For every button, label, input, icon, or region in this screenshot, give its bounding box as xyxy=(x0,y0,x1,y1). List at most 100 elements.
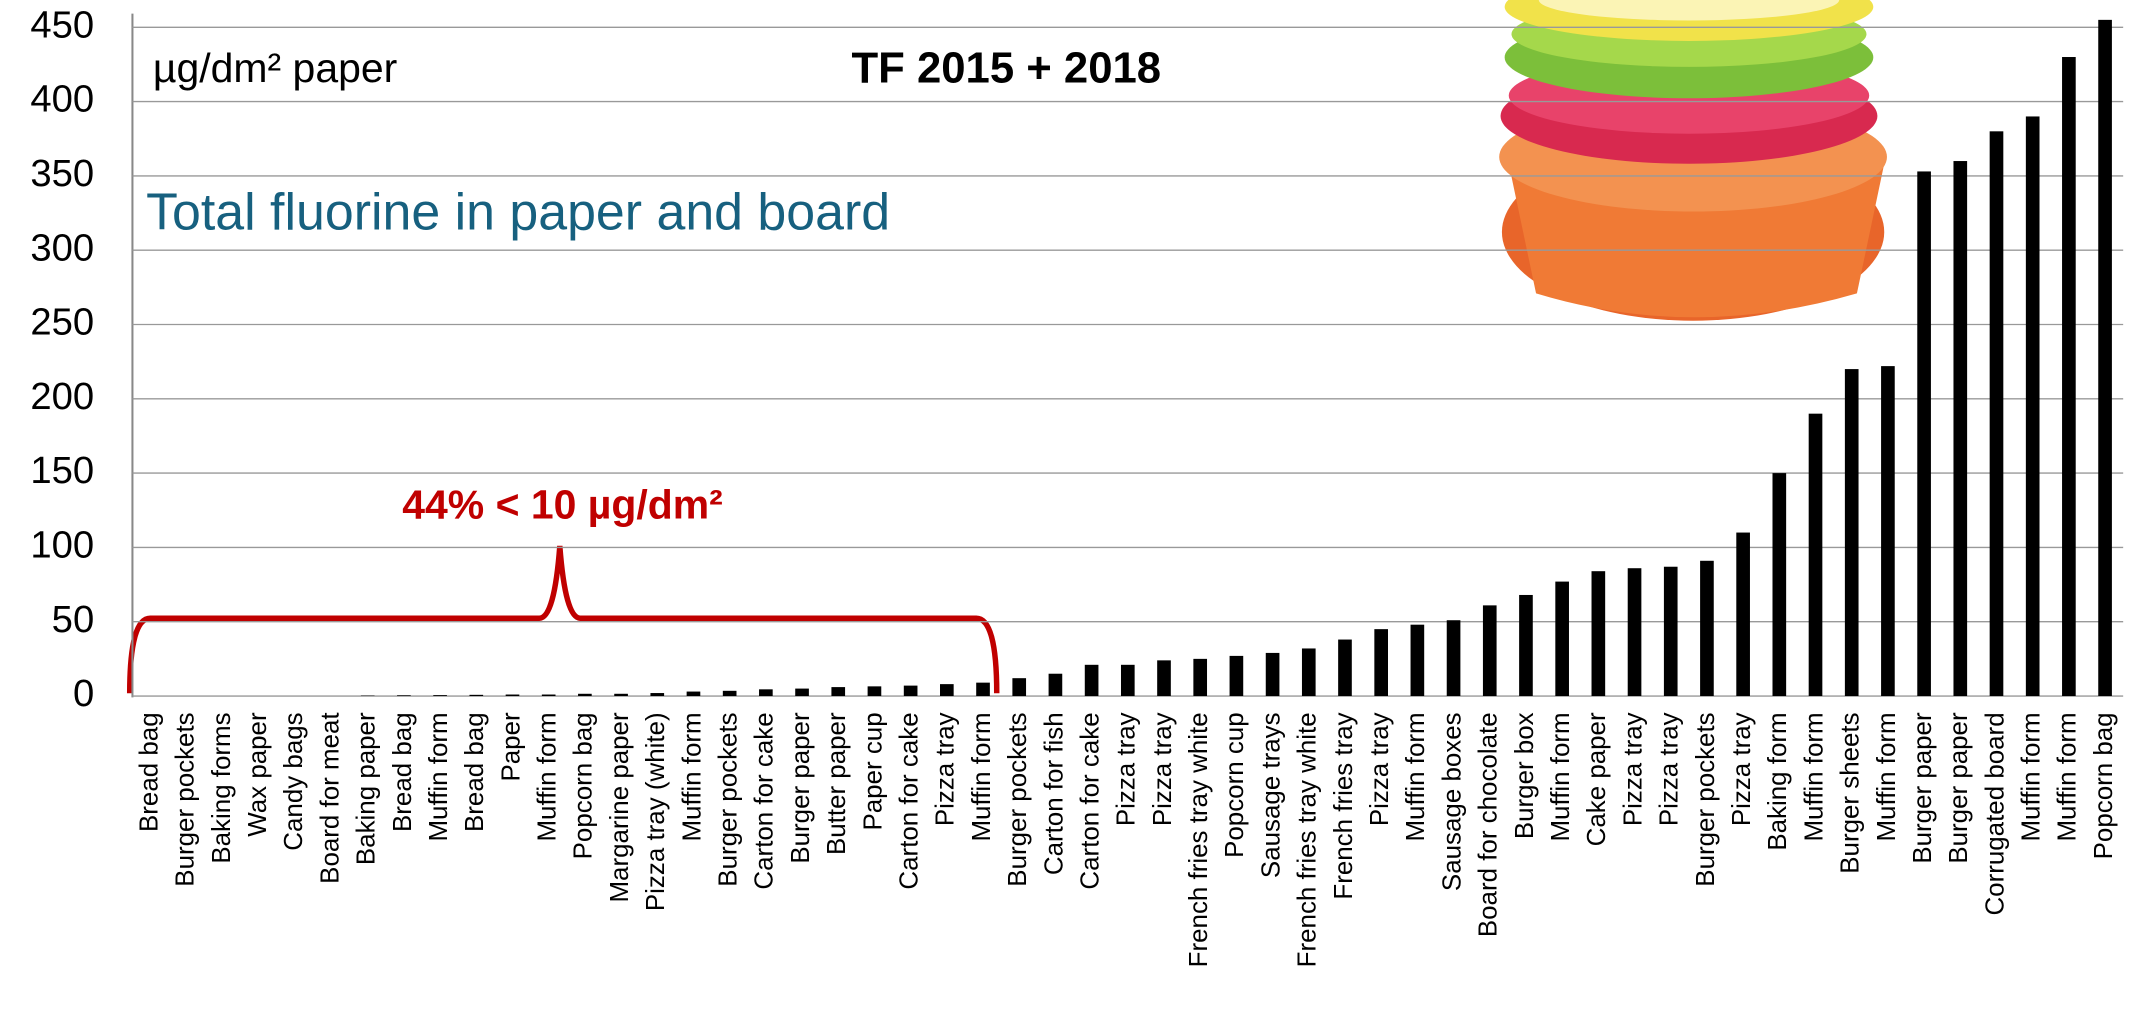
bar xyxy=(469,694,484,697)
x-tick-label: Board for chocolate xyxy=(1475,712,1503,937)
bar xyxy=(867,686,882,697)
x-tick-label: Candy bags xyxy=(280,712,308,850)
bar xyxy=(1844,369,1859,697)
x-tick-label: Corrugated board xyxy=(1981,712,2009,915)
bar xyxy=(1157,660,1171,697)
bar xyxy=(1519,594,1533,697)
x-tick-label: Muffin form xyxy=(1873,712,1901,841)
bar xyxy=(2098,19,2112,697)
x-tick-label: Pizza tray xyxy=(1656,712,1684,826)
x-tick-label: Bread bag xyxy=(461,712,489,832)
y-tick-label: 100 xyxy=(30,524,94,567)
x-tick-label: Muffin form xyxy=(968,712,996,841)
y-tick-label: 250 xyxy=(30,301,94,344)
x-tick-label: Margarine paper xyxy=(606,712,634,903)
chart-title: TF 2015 + 2018 xyxy=(851,44,1161,93)
x-tick-label: French fries tray xyxy=(1330,712,1358,899)
x-tick-label: Pizza tray xyxy=(1728,712,1756,826)
y-tick-label: 200 xyxy=(30,375,94,418)
x-tick-label: Burger paper xyxy=(1945,712,1973,864)
bar xyxy=(831,687,846,697)
bar xyxy=(1917,171,1931,697)
y-tick-label: 150 xyxy=(30,449,94,492)
bar xyxy=(1084,664,1099,697)
x-tick-label: Pizza tray xyxy=(1149,712,1177,826)
bar xyxy=(650,693,665,697)
x-tick-label: Muffin form xyxy=(1402,712,1430,841)
bar xyxy=(505,694,520,697)
brace xyxy=(126,545,1000,694)
bar xyxy=(1808,413,1823,697)
x-tick-label: Popcorn cup xyxy=(1221,712,1249,858)
bar xyxy=(1193,658,1208,697)
bar xyxy=(1482,605,1497,697)
x-tick-label: Paper cup xyxy=(859,712,887,830)
bar xyxy=(1627,568,1642,697)
x-tick-label: Cake paper xyxy=(1583,712,1611,846)
x-tick-label: Butter paper xyxy=(823,712,851,855)
bar xyxy=(578,693,592,697)
x-tick-label: Paper xyxy=(497,712,525,782)
bar xyxy=(2025,116,2040,697)
bar xyxy=(1700,560,1714,697)
bar xyxy=(1265,652,1280,697)
bar xyxy=(1048,673,1063,697)
bar xyxy=(1772,473,1787,697)
y-tick-label: 0 xyxy=(73,672,94,715)
bar xyxy=(1120,664,1135,697)
y-tick-label: 400 xyxy=(30,78,94,121)
x-tick-label: Muffin form xyxy=(1547,712,1575,841)
bar xyxy=(759,689,773,697)
bar xyxy=(686,691,701,697)
x-tick-label: Muffin form xyxy=(534,712,562,841)
bar xyxy=(1410,624,1425,697)
bar xyxy=(1591,571,1606,697)
bar xyxy=(1736,532,1750,697)
y-tick-label: 450 xyxy=(30,3,94,46)
x-tick-label: French fries tray white xyxy=(1185,712,1213,967)
x-tick-label: Baking forms xyxy=(208,712,236,863)
x-tick-label: Muffin form xyxy=(425,712,453,841)
y-tick-label: 300 xyxy=(30,226,94,269)
x-tick-label: French fries tray white xyxy=(1294,712,1322,967)
x-tick-label: Pizza tray xyxy=(1366,712,1394,826)
bar xyxy=(1301,648,1316,697)
x-tick-label: Burger paper xyxy=(787,712,815,864)
x-tick-label: Burger sheets xyxy=(1837,712,1865,873)
bar xyxy=(795,688,809,697)
bar xyxy=(1446,620,1461,697)
x-tick-label: Sausage boxes xyxy=(1438,712,1466,891)
x-tick-label: Muffin form xyxy=(1800,712,1828,841)
bar xyxy=(940,684,954,697)
x-tick-label: Burger pockets xyxy=(172,712,200,886)
x-tick-label: Burger box xyxy=(1511,712,1539,839)
x-tick-label: Pizza tray (white) xyxy=(642,712,670,911)
x-tick-label: Wax paper xyxy=(244,712,272,837)
bar xyxy=(2062,57,2076,697)
bar xyxy=(541,694,556,697)
x-tick-label: Board for meat xyxy=(316,712,344,884)
x-tick-label: Muffin form xyxy=(678,712,706,841)
bar xyxy=(614,693,628,697)
bar xyxy=(1989,131,2004,697)
x-tick-label: Bread bag xyxy=(135,712,163,832)
bar xyxy=(397,695,411,697)
bar xyxy=(1338,639,1352,697)
x-tick-label: Pizza tray xyxy=(932,712,960,826)
x-tick-label: Pizza tray xyxy=(1113,712,1141,826)
x-tick-label: Bread bag xyxy=(389,712,417,832)
x-tick-label: Muffin form xyxy=(2018,712,2046,841)
y-tick-label: 50 xyxy=(52,598,95,641)
x-tick-label: Burger pockets xyxy=(1004,712,1032,886)
x-tick-label: Muffin form xyxy=(2054,712,2082,841)
bar xyxy=(1953,161,1968,697)
x-tick-label: Pizza tray xyxy=(1619,712,1647,826)
bar xyxy=(433,695,447,697)
x-tick-label: Burger paper xyxy=(1909,712,1937,864)
cupcake-image xyxy=(1499,0,1887,321)
bar xyxy=(722,690,737,697)
x-tick-label: Baking paper xyxy=(353,712,381,865)
x-tick-label: Burger pockets xyxy=(715,712,743,886)
bar xyxy=(1555,581,1569,697)
